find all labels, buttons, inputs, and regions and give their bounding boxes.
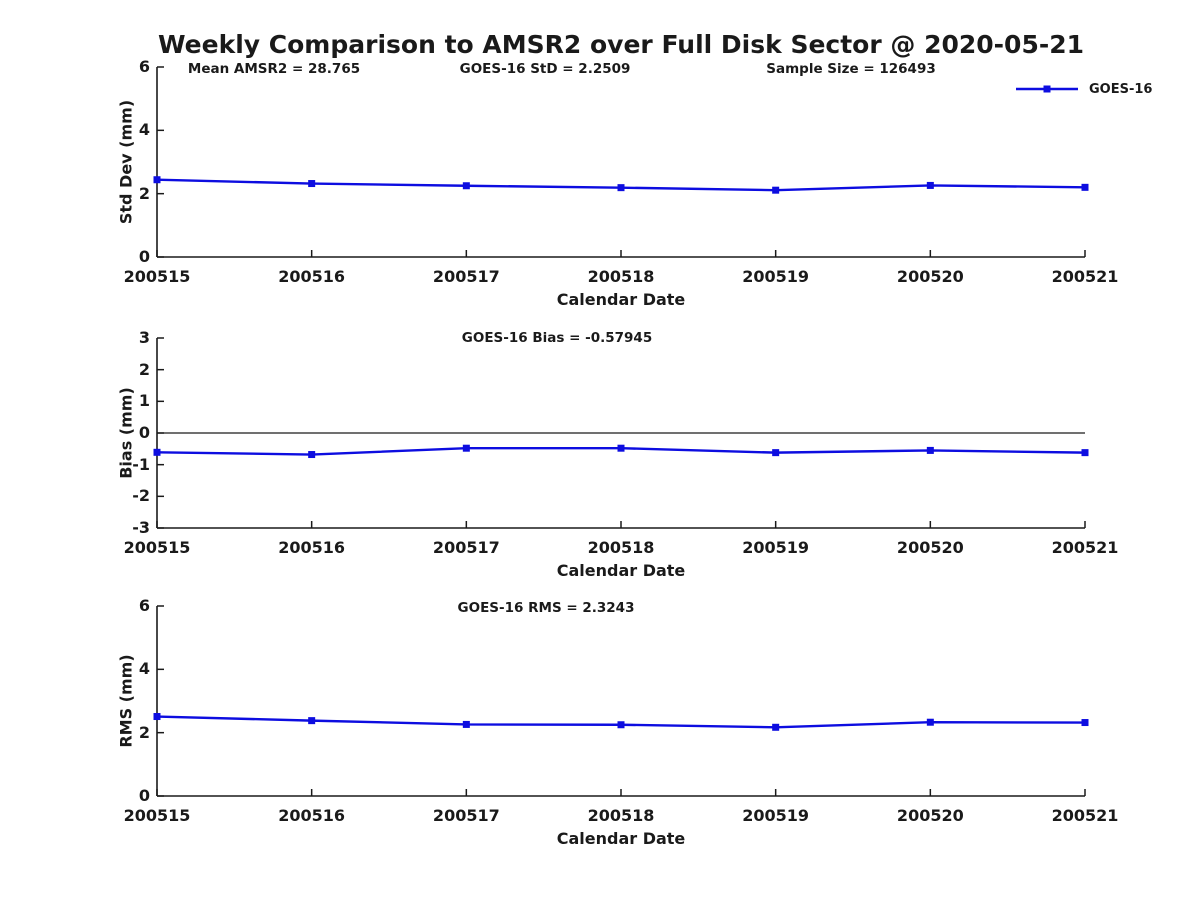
data-point-marker [617, 444, 625, 452]
data-point-marker [617, 184, 625, 192]
y-tick-label: 2 [138, 359, 150, 379]
x-tick-label: 200520 [896, 538, 964, 557]
y-tick-label: -2 [132, 486, 150, 506]
data-point-marker [772, 449, 780, 457]
data-point-marker [308, 451, 316, 459]
y-tick-label: 0 [138, 786, 150, 806]
stat-annotation: Mean AMSR2 = 28.765 [187, 61, 361, 77]
data-point-marker [308, 180, 316, 188]
y-tick-label: 6 [138, 596, 150, 616]
y-tick-label: 6 [138, 57, 150, 77]
data-point-marker [926, 181, 934, 189]
legend-line-marker-icon [1016, 85, 1078, 93]
data-point-marker [462, 182, 470, 190]
x-tick-label: 200521 [1051, 806, 1119, 825]
x-tick-label: 200517 [432, 267, 500, 286]
plot-area-1 [153, 337, 1089, 529]
x-axis-label: Calendar Date [556, 290, 686, 309]
data-point-marker [1081, 449, 1089, 457]
data-point-marker [772, 723, 780, 731]
y-tick-label: 2 [138, 183, 150, 203]
legend-series-label: GOES-16 [1089, 81, 1153, 97]
x-tick-label: 200519 [742, 806, 810, 825]
x-tick-label: 200520 [896, 267, 964, 286]
stat-annotation: GOES-16 Bias = -0.57945 [461, 330, 653, 346]
plot-area-0 [153, 66, 1089, 258]
y-tick-label: 4 [138, 120, 150, 140]
x-tick-label: 200515 [123, 267, 191, 286]
x-tick-label: 200521 [1051, 538, 1119, 557]
stat-annotation: GOES-16 StD = 2.2509 [459, 61, 631, 77]
data-point-marker [1081, 183, 1089, 191]
x-tick-label: 200521 [1051, 267, 1119, 286]
x-tick-label: 200517 [432, 538, 500, 557]
figure-title: Weekly Comparison to AMSR2 over Full Dis… [157, 30, 1085, 59]
data-point-marker [772, 186, 780, 194]
x-tick-label: 200519 [742, 538, 810, 557]
x-axis-label: Calendar Date [556, 829, 686, 848]
data-point-marker [308, 717, 316, 725]
y-axis-label: RMS (mm) [116, 654, 136, 748]
y-tick-label: -3 [132, 518, 150, 538]
x-tick-label: 200518 [587, 538, 655, 557]
data-point-marker [926, 718, 934, 726]
data-point-marker [153, 176, 161, 184]
y-tick-label: 0 [138, 247, 150, 267]
y-axis-label: Std Dev (mm) [116, 99, 136, 225]
y-tick-label: -1 [132, 454, 150, 474]
data-point-marker [462, 444, 470, 452]
stat-annotation: GOES-16 RMS = 2.3243 [457, 600, 635, 616]
x-tick-label: 200518 [587, 806, 655, 825]
plot-area-2 [153, 605, 1089, 797]
stat-annotation: Sample Size = 126493 [766, 61, 936, 77]
data-point-marker [926, 446, 934, 454]
data-point-marker [153, 448, 161, 456]
y-tick-label: 2 [138, 722, 150, 742]
y-tick-label: 0 [138, 423, 150, 443]
data-point-marker [1081, 719, 1089, 727]
data-point-marker [617, 721, 625, 729]
data-point-marker [153, 713, 161, 721]
x-tick-label: 200516 [278, 267, 346, 286]
x-tick-label: 200516 [278, 806, 346, 825]
y-tick-label: 4 [138, 659, 150, 679]
y-tick-label: 1 [138, 391, 150, 411]
x-tick-label: 200520 [896, 806, 964, 825]
y-axis-label: Bias (mm) [116, 387, 136, 479]
x-tick-label: 200515 [123, 806, 191, 825]
x-tick-label: 200515 [123, 538, 191, 557]
x-tick-label: 200518 [587, 267, 655, 286]
x-axis-label: Calendar Date [556, 561, 686, 580]
x-tick-label: 200519 [742, 267, 810, 286]
y-tick-label: 3 [138, 328, 150, 348]
x-tick-label: 200516 [278, 538, 346, 557]
legend: GOES-16 [1012, 79, 1152, 99]
data-point-marker [462, 720, 470, 728]
x-tick-label: 200517 [432, 806, 500, 825]
